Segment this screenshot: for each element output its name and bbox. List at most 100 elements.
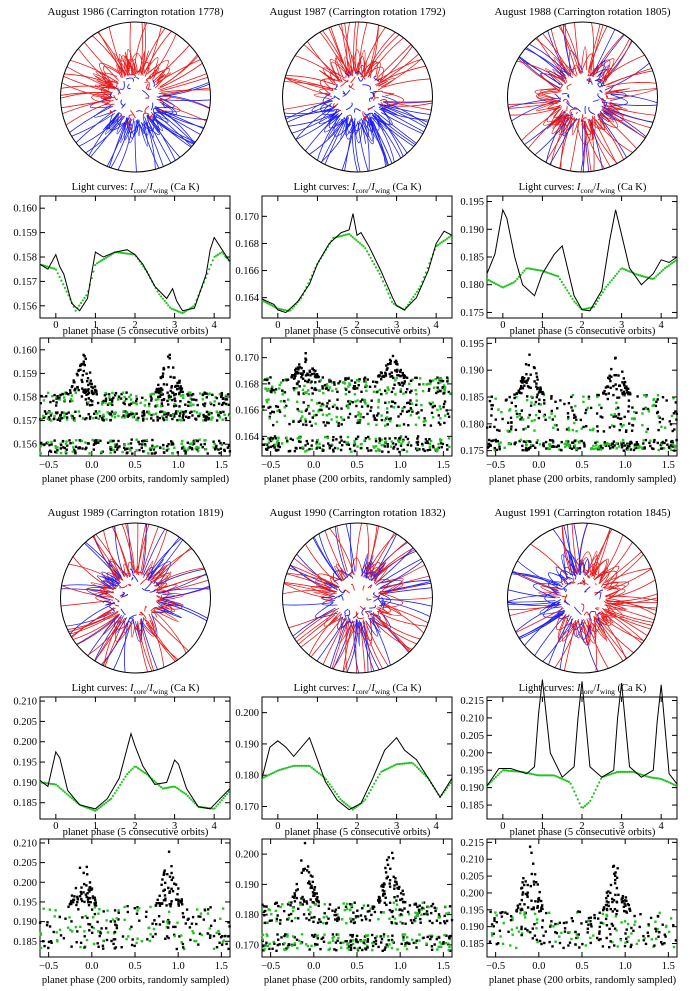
peak-point xyxy=(622,382,626,386)
sample-point xyxy=(174,393,177,396)
sample-point xyxy=(529,404,533,407)
sample-point xyxy=(335,415,338,419)
sample-point xyxy=(589,406,593,410)
peak-point xyxy=(314,374,317,377)
sample-point xyxy=(360,405,364,408)
sample-point xyxy=(198,932,202,935)
field-line xyxy=(538,591,561,598)
model-point xyxy=(383,768,386,772)
peak-point xyxy=(75,903,78,907)
field-line xyxy=(355,619,358,639)
field-loop xyxy=(573,570,578,573)
sample-point xyxy=(411,921,414,925)
field-loop xyxy=(579,581,589,586)
peak-point xyxy=(313,372,316,375)
sample-point xyxy=(323,912,326,915)
sample-point xyxy=(322,921,325,925)
sample-point xyxy=(422,420,425,423)
field-loop xyxy=(114,597,120,603)
sample-point xyxy=(93,412,96,415)
sample-point xyxy=(310,380,313,383)
sample-point xyxy=(141,411,144,414)
sample-point xyxy=(312,935,315,938)
peak-point xyxy=(87,896,90,900)
sample-point xyxy=(617,445,621,448)
peak-point xyxy=(71,898,75,902)
sample-point xyxy=(310,916,313,919)
sample-point xyxy=(196,908,199,911)
field-line xyxy=(545,114,568,167)
sample-point xyxy=(286,903,290,906)
sample-point xyxy=(302,392,305,395)
field-line xyxy=(126,523,133,574)
sample-point xyxy=(150,452,154,455)
sample-point xyxy=(377,398,380,401)
sample-point xyxy=(383,901,386,905)
field-loop xyxy=(349,618,355,624)
field-loop xyxy=(562,110,566,117)
field-line xyxy=(362,62,367,74)
peak-point xyxy=(290,901,293,904)
sample-point xyxy=(599,448,603,451)
sample-point xyxy=(148,402,151,406)
sample-point xyxy=(628,422,631,425)
field-loop xyxy=(139,620,143,625)
sample-point xyxy=(189,391,192,394)
sample-point xyxy=(145,910,148,913)
field-loop xyxy=(583,611,589,616)
sample-point xyxy=(636,443,640,446)
sample-point xyxy=(374,936,377,940)
sample-point xyxy=(85,417,88,420)
sample-point xyxy=(71,930,74,933)
sample-point xyxy=(225,402,228,406)
sample-point xyxy=(524,449,527,452)
field-line xyxy=(546,615,572,669)
sample-point xyxy=(43,410,47,413)
model-point xyxy=(439,242,442,245)
sample-point xyxy=(382,935,385,938)
sample-point xyxy=(348,402,351,406)
sample-point xyxy=(167,403,170,406)
sample-point xyxy=(392,447,395,450)
model-point xyxy=(264,301,267,304)
field-line xyxy=(282,106,336,118)
field-line xyxy=(516,53,561,89)
field-line xyxy=(357,123,370,172)
sample-point xyxy=(426,935,429,939)
field-loop xyxy=(563,581,572,589)
sample-point xyxy=(548,416,551,419)
sample-point xyxy=(129,449,132,452)
sample-point xyxy=(136,937,139,940)
sample-point xyxy=(558,448,561,451)
sample-point xyxy=(428,919,431,923)
sample-point xyxy=(196,439,199,442)
model-point xyxy=(282,308,285,311)
field-line xyxy=(64,563,117,583)
field-line xyxy=(537,91,561,103)
sample-point xyxy=(47,940,51,944)
sample-point xyxy=(375,414,379,417)
field-line xyxy=(534,88,556,100)
sample-point xyxy=(323,903,326,906)
peak-point xyxy=(527,386,531,389)
sample-point xyxy=(218,941,221,944)
sample-point xyxy=(656,410,660,414)
sample-point xyxy=(616,396,619,399)
field-line xyxy=(113,53,129,78)
peak-point xyxy=(539,390,542,394)
field-line xyxy=(115,118,135,172)
peak-point xyxy=(167,886,170,890)
sample-point xyxy=(69,928,72,932)
sample-point xyxy=(439,423,442,426)
model-point xyxy=(585,307,588,310)
sample-point xyxy=(397,382,400,385)
model-point xyxy=(509,283,512,286)
sample-point xyxy=(63,399,66,402)
field-line xyxy=(152,42,193,83)
sample-point xyxy=(299,446,302,450)
peak-point xyxy=(170,865,173,868)
field-line xyxy=(292,113,339,142)
field-loop xyxy=(114,87,120,95)
sample-point xyxy=(184,450,187,453)
sample-point xyxy=(371,933,374,937)
